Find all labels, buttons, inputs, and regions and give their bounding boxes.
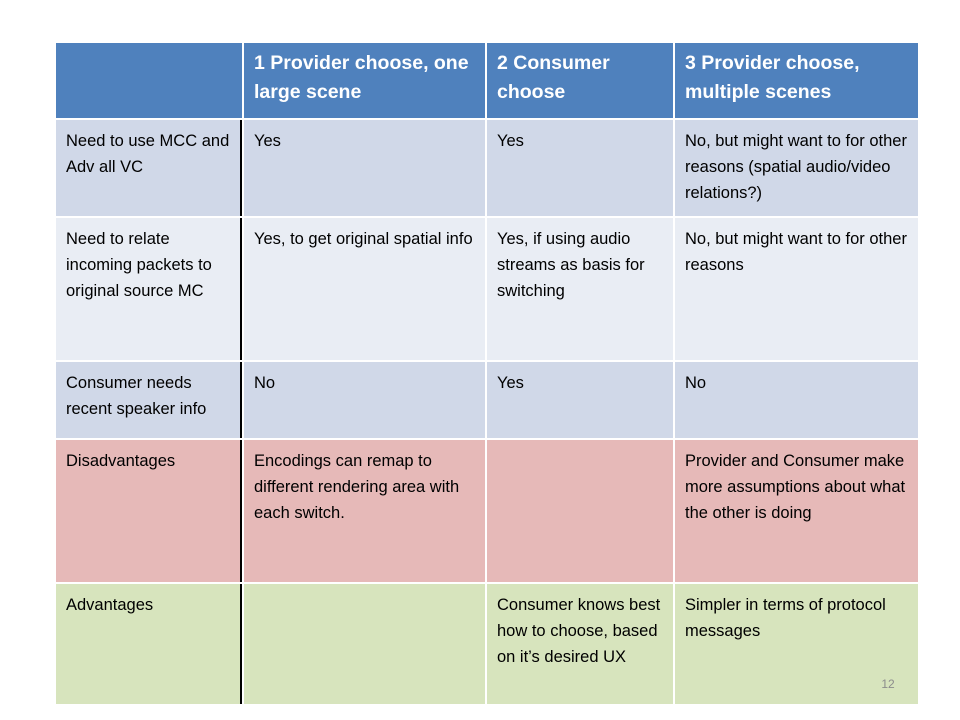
row-label: Need to relate incoming packets to origi… bbox=[56, 218, 244, 362]
table-row: Need to relate incoming packets to origi… bbox=[56, 218, 920, 362]
table-row-advantages: Advantages Consumer knows best how to ch… bbox=[56, 584, 920, 706]
table-cell: No, but might want to for other reasons bbox=[675, 218, 920, 362]
table-cell: Yes, if using audio streams as basis for… bbox=[487, 218, 675, 362]
table-row: Consumer needs recent speaker info No Ye… bbox=[56, 362, 920, 440]
header-row: 1 Provider choose, one large scene 2 Con… bbox=[56, 43, 920, 120]
table-cell: Provider and Consumer make more assumpti… bbox=[675, 440, 920, 584]
table-cell: No bbox=[244, 362, 487, 440]
row-label: Advantages bbox=[56, 584, 244, 706]
table-cell: Consumer knows best how to choose, based… bbox=[487, 584, 675, 706]
row-label: Need to use MCC and Adv all VC bbox=[56, 120, 244, 218]
table-cell: Simpler in terms of protocol messages bbox=[675, 584, 920, 706]
table-cell: No, but might want to for other reasons … bbox=[675, 120, 920, 218]
table-cell: Encodings can remap to different renderi… bbox=[244, 440, 487, 584]
header-option-1: 1 Provider choose, one large scene bbox=[244, 43, 487, 120]
table-row: Need to use MCC and Adv all VC Yes Yes N… bbox=[56, 120, 920, 218]
table-cell: No bbox=[675, 362, 920, 440]
header-option-3: 3 Provider choose, multiple scenes bbox=[675, 43, 920, 120]
table-row-disadvantages: Disadvantages Encodings can remap to dif… bbox=[56, 440, 920, 584]
page-number: 12 bbox=[881, 677, 895, 691]
table-cell: Yes bbox=[487, 362, 675, 440]
row-label: Disadvantages bbox=[56, 440, 244, 584]
header-option-2: 2 Consumer choose bbox=[487, 43, 675, 120]
table-cell: Yes bbox=[244, 120, 487, 218]
comparison-table: 1 Provider choose, one large scene 2 Con… bbox=[56, 43, 920, 706]
header-cell-empty bbox=[56, 43, 244, 120]
table-cell: Yes, to get original spatial info bbox=[244, 218, 487, 362]
table-cell bbox=[244, 584, 487, 706]
row-label: Consumer needs recent speaker info bbox=[56, 362, 244, 440]
table-cell bbox=[487, 440, 675, 584]
table-cell: Yes bbox=[487, 120, 675, 218]
